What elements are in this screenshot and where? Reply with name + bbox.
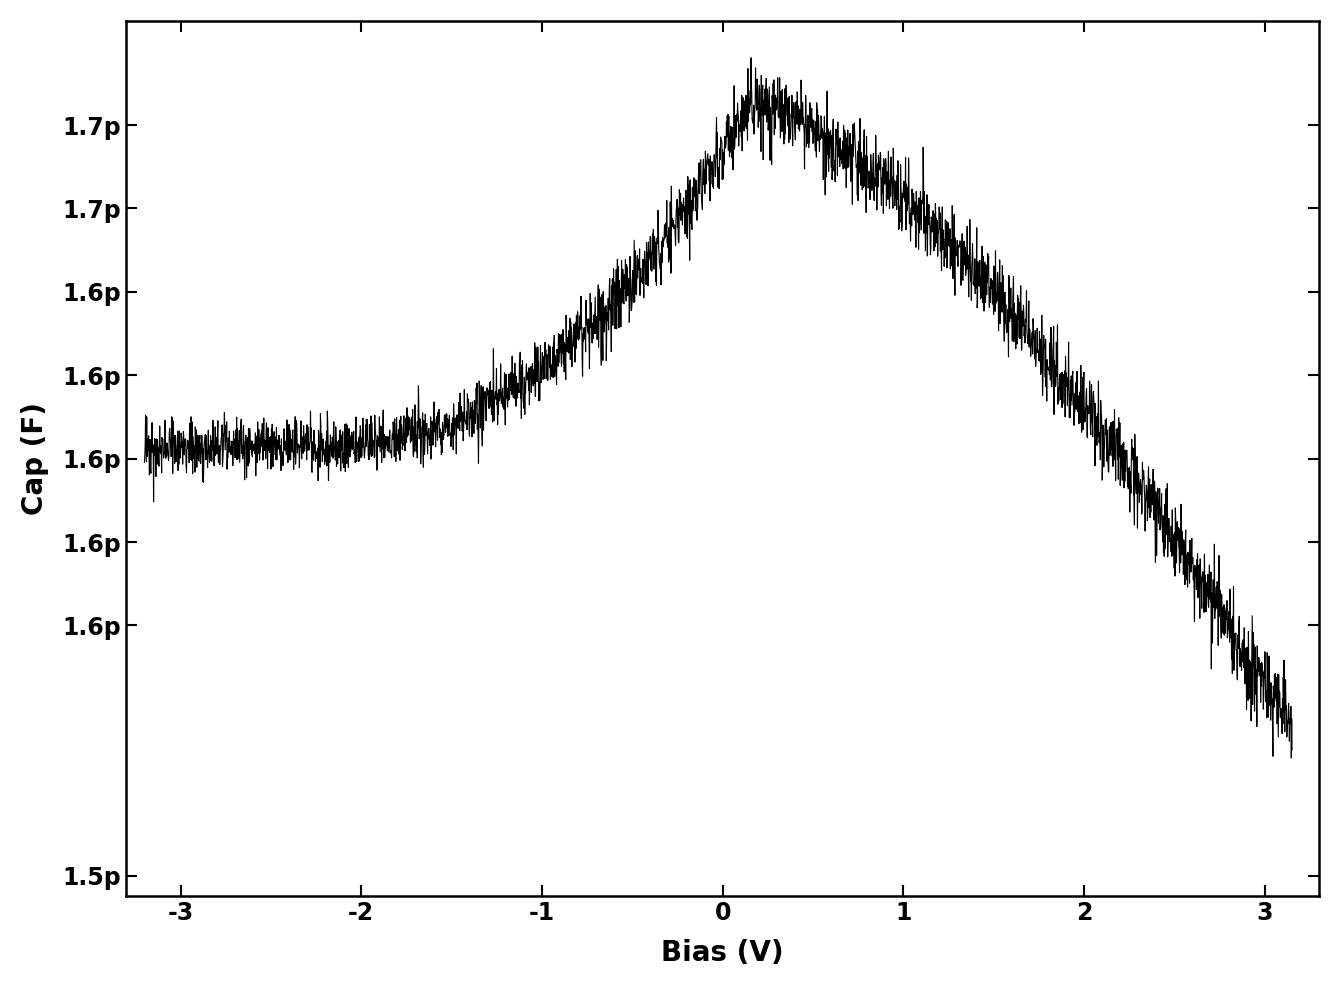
X-axis label: Bias (V): Bias (V)	[662, 940, 784, 967]
Y-axis label: Cap (F): Cap (F)	[21, 402, 48, 515]
